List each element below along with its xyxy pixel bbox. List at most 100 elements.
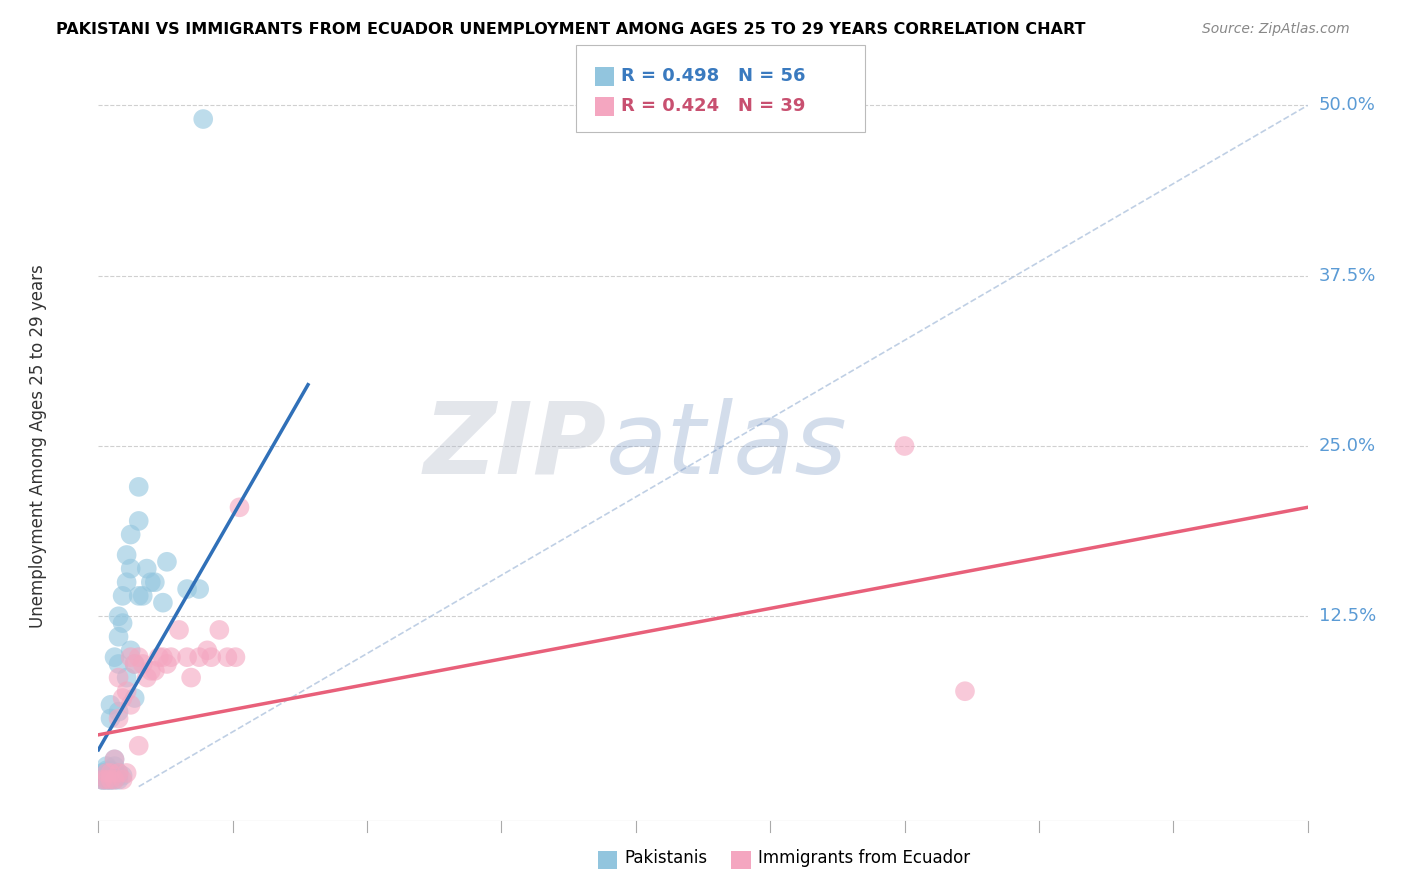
Point bbox=[91, 772, 114, 787]
Point bbox=[96, 772, 118, 787]
Point bbox=[132, 657, 155, 671]
Point bbox=[103, 772, 125, 787]
Point bbox=[893, 439, 915, 453]
Point bbox=[115, 766, 138, 780]
Text: Source: ZipAtlas.com: Source: ZipAtlas.com bbox=[1202, 22, 1350, 37]
Point bbox=[100, 698, 122, 712]
Point bbox=[115, 575, 138, 590]
Point bbox=[91, 766, 114, 780]
Point bbox=[188, 650, 211, 665]
Point bbox=[139, 575, 162, 590]
Point bbox=[188, 582, 211, 596]
Point bbox=[195, 643, 218, 657]
Text: 25.0%: 25.0% bbox=[1319, 437, 1376, 455]
Point bbox=[103, 752, 125, 766]
Text: 12.5%: 12.5% bbox=[1319, 607, 1376, 625]
Point bbox=[103, 650, 125, 665]
Point bbox=[103, 770, 125, 784]
Point bbox=[91, 769, 114, 783]
Point bbox=[96, 759, 118, 773]
Point bbox=[115, 684, 138, 698]
Point bbox=[128, 514, 150, 528]
Text: PAKISTANI VS IMMIGRANTS FROM ECUADOR UNEMPLOYMENT AMONG AGES 25 TO 29 YEARS CORR: PAKISTANI VS IMMIGRANTS FROM ECUADOR UNE… bbox=[56, 22, 1085, 37]
Point bbox=[96, 770, 118, 784]
Point bbox=[111, 616, 134, 631]
Point bbox=[200, 650, 222, 665]
Point bbox=[148, 650, 170, 665]
Text: 50.0%: 50.0% bbox=[1319, 96, 1375, 114]
Point bbox=[135, 671, 157, 685]
Point bbox=[135, 561, 157, 575]
Point bbox=[111, 691, 134, 706]
Point bbox=[176, 582, 198, 596]
Point bbox=[128, 650, 150, 665]
Point bbox=[107, 766, 129, 780]
Point bbox=[111, 769, 134, 783]
Point bbox=[115, 671, 138, 685]
Point bbox=[91, 770, 114, 784]
Point bbox=[167, 623, 190, 637]
Point bbox=[107, 711, 129, 725]
Point bbox=[100, 766, 122, 780]
Point bbox=[100, 711, 122, 725]
Point bbox=[107, 671, 129, 685]
Point bbox=[100, 766, 122, 780]
Point bbox=[103, 759, 125, 773]
Text: R = 0.424   N = 39: R = 0.424 N = 39 bbox=[621, 97, 806, 115]
Point bbox=[100, 772, 122, 787]
Point bbox=[107, 609, 129, 624]
Point bbox=[217, 650, 239, 665]
Point bbox=[103, 766, 125, 780]
Text: Pakistanis: Pakistanis bbox=[624, 849, 707, 867]
Point bbox=[111, 589, 134, 603]
Point bbox=[228, 500, 250, 515]
Point bbox=[124, 657, 146, 671]
Text: 37.5%: 37.5% bbox=[1319, 267, 1376, 285]
Text: Unemployment Among Ages 25 to 29 years: Unemployment Among Ages 25 to 29 years bbox=[30, 264, 46, 628]
Point bbox=[96, 766, 118, 780]
Point bbox=[115, 548, 138, 562]
Point bbox=[96, 769, 118, 783]
Text: R = 0.498   N = 56: R = 0.498 N = 56 bbox=[621, 67, 806, 85]
Point bbox=[120, 643, 142, 657]
Point bbox=[103, 752, 125, 766]
Point bbox=[156, 657, 179, 671]
Point bbox=[120, 650, 142, 665]
Point bbox=[193, 112, 215, 126]
Point bbox=[107, 630, 129, 644]
Point bbox=[120, 698, 142, 712]
Point bbox=[160, 650, 183, 665]
Point bbox=[128, 739, 150, 753]
Point bbox=[128, 480, 150, 494]
Point bbox=[96, 763, 118, 777]
Point bbox=[176, 650, 198, 665]
Point bbox=[96, 766, 118, 780]
Point bbox=[124, 691, 146, 706]
Point bbox=[143, 664, 166, 678]
Point bbox=[107, 705, 129, 719]
Text: Immigrants from Ecuador: Immigrants from Ecuador bbox=[758, 849, 970, 867]
Point bbox=[107, 769, 129, 783]
Point bbox=[128, 589, 150, 603]
Point bbox=[100, 772, 122, 787]
Point bbox=[100, 769, 122, 783]
Point bbox=[107, 657, 129, 671]
Point bbox=[208, 623, 231, 637]
Point bbox=[156, 555, 179, 569]
Point bbox=[91, 772, 114, 787]
Point bbox=[132, 589, 155, 603]
Point bbox=[107, 766, 129, 780]
Point bbox=[143, 575, 166, 590]
Text: atlas: atlas bbox=[606, 398, 848, 494]
Point bbox=[111, 772, 134, 787]
Point bbox=[120, 527, 142, 541]
Point bbox=[152, 596, 174, 610]
Point bbox=[224, 650, 246, 665]
Point bbox=[100, 763, 122, 777]
Point bbox=[124, 657, 146, 671]
Point bbox=[120, 561, 142, 575]
Text: ZIP: ZIP bbox=[423, 398, 606, 494]
Point bbox=[107, 772, 129, 787]
Point bbox=[100, 770, 122, 784]
Point bbox=[96, 772, 118, 787]
